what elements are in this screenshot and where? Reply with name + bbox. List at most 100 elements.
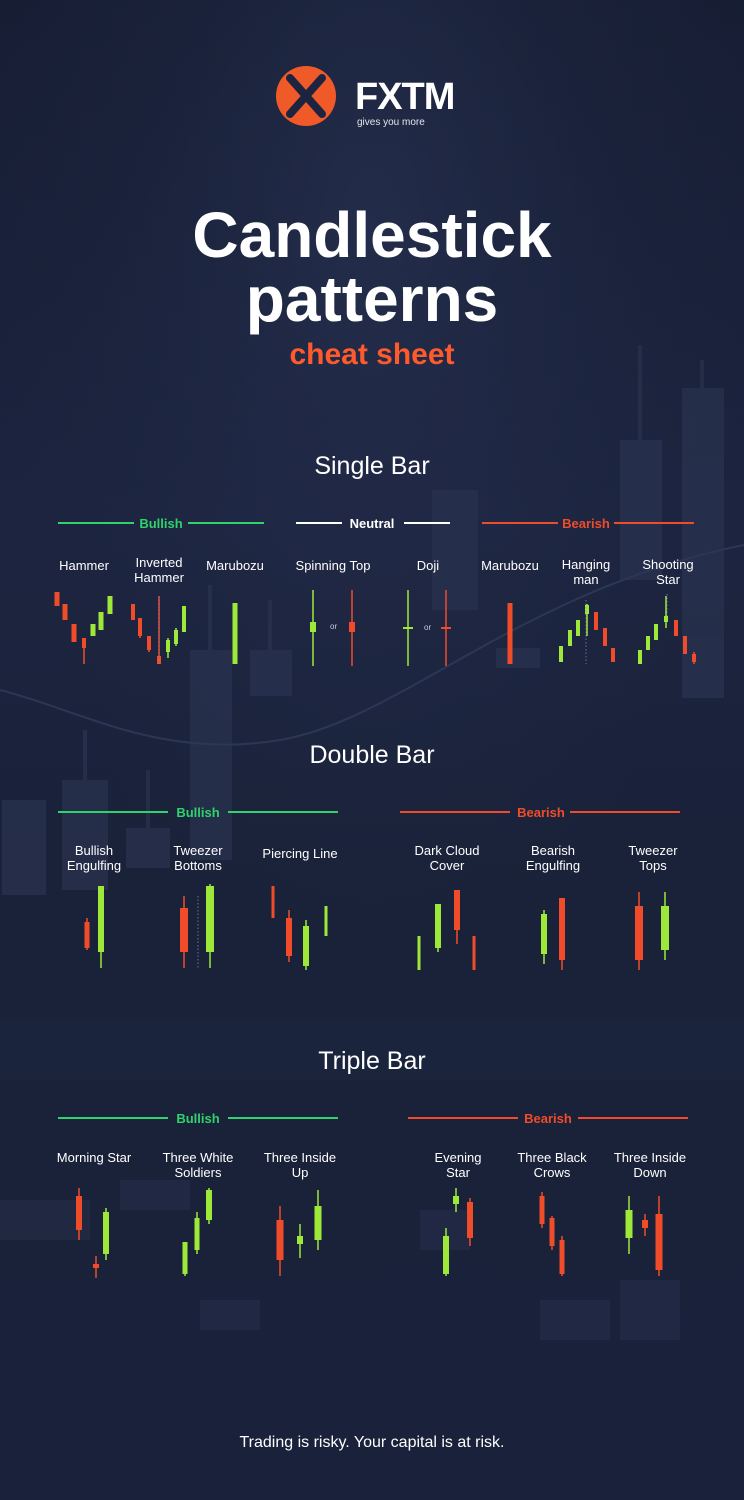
pattern-label-evening-star: Evening Star [434,1150,482,1180]
candle-body [206,1190,212,1220]
divider-double-bullish-right [228,811,338,813]
candle [71,624,77,642]
pattern-label-morning-star: Morning Star [56,1150,132,1165]
candle-body [324,906,328,936]
candle [82,638,86,664]
divider-triple-bearish-right [578,1117,688,1119]
candle [76,1188,82,1240]
candle-body [603,628,607,646]
candle-body [539,1196,545,1224]
divider-triple-bullish-left [58,1117,168,1119]
candle [559,898,565,970]
candle-body [559,898,565,960]
candle [84,918,90,950]
candle [541,910,547,964]
candle-body [467,1202,473,1238]
candle-body [71,624,77,642]
candle [559,646,563,662]
candle [603,628,607,646]
divider-single-bullish-right [188,522,264,524]
candle-body [417,936,421,970]
group-label-double-bullish: Bullish [176,805,220,820]
pattern-label-three-black-crows: Three Black Crows [517,1150,587,1180]
candle-body [683,636,687,654]
pattern-label-doji: Doji [416,558,440,573]
candle-body [90,624,96,636]
candle [674,620,678,636]
candle [286,910,292,962]
candle-body [559,646,563,662]
candle [472,936,476,970]
candle [568,630,572,646]
pattern-label-three-inside-down: Three Inside Down [613,1150,687,1180]
pattern-label-hanging-man: Hanging man [561,557,611,587]
candle [206,884,214,968]
candle [635,892,643,970]
risk-disclaimer: Trading is risky. Your capital is at ris… [239,1434,505,1451]
candle [174,628,178,646]
candle-body [194,1218,200,1250]
candle [661,892,669,960]
candle [194,1212,200,1254]
candle-body [559,1240,565,1274]
candle-body [661,906,669,950]
candle [310,590,316,666]
candle [314,1190,322,1250]
candle-body [435,904,441,948]
candle-body [646,636,650,650]
candle [182,606,186,632]
divider-double-bearish-left [400,811,510,813]
divider-single-bullish-left [58,522,134,524]
candle-body [314,1206,322,1240]
candle [62,604,68,620]
candle [157,596,161,664]
candle [559,1236,565,1276]
pattern-label-tweezer-tops: Tweezer Tops [628,843,678,873]
candle-body [54,592,60,606]
candle [271,886,275,918]
candle [549,1216,555,1250]
candle [54,592,60,606]
candle [507,603,513,664]
fxtm-logo-icon [276,66,336,126]
pattern-label-bearish-engulfing: Bearish Engulfing [525,843,581,873]
candle [655,1196,663,1276]
candle [683,636,687,654]
pattern-label-hammer: Hammer [59,558,109,573]
candle-body [82,638,86,648]
pattern-label-marubozu-bearish: Marubozu [481,558,539,573]
divider-single-bearish-right [614,522,694,524]
candle [443,1228,449,1276]
group-label-triple-bearish: Bearish [524,1111,572,1126]
pattern-label-three-white-soldiers: Three White Soldiers [162,1150,234,1180]
candle [638,650,642,664]
candle [625,1196,633,1254]
candle [93,1256,99,1278]
candle-body [443,1236,449,1274]
candle [180,896,188,968]
brand-name: FXTM [355,76,455,118]
candle-body [692,654,696,662]
page-subtitle: cheat sheet [289,338,455,371]
candle [297,1224,303,1258]
candle-body [403,627,413,629]
candle [98,886,104,968]
candle-body [568,630,572,646]
candle [417,936,421,970]
candle [103,1208,109,1260]
candle-body [180,908,188,952]
candle-body [664,616,668,622]
section-title-single-bar: Single Bar [314,452,430,480]
page-title-line1: Candlestick [192,199,552,271]
candle [646,636,650,650]
section-title-double-bar: Double Bar [309,741,435,769]
divider-single-neutral-left [296,522,342,524]
candle [453,1188,459,1212]
pattern-label-dark-cloud-cover: Dark Cloud Cover [414,843,480,873]
pattern-label-inverted-hammer: Inverted Hammer [134,555,184,585]
candle-body [174,630,178,644]
candle [98,612,104,630]
candle [611,648,615,662]
